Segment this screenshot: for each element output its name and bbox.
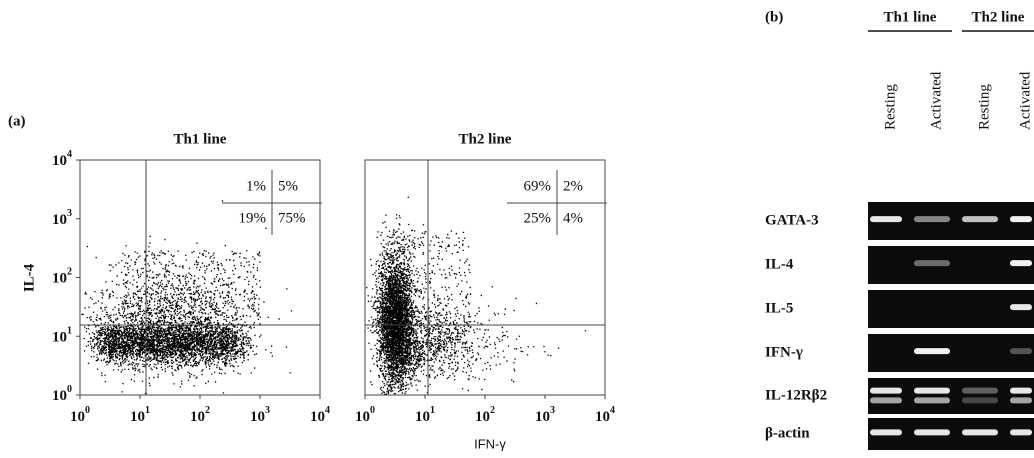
gel-band	[1010, 429, 1032, 436]
tick-exp: 2	[490, 405, 495, 416]
gel-strip	[868, 290, 1034, 328]
gel-band	[914, 387, 950, 394]
tick-exp: 3	[67, 208, 72, 219]
tick-label: 101	[130, 405, 150, 425]
gene-label: GATA-3	[765, 212, 819, 228]
tick-base: 10	[52, 388, 67, 404]
gene-label: IFN-γ	[765, 344, 803, 360]
tick-exp: 3	[265, 405, 270, 416]
gel-band	[914, 216, 950, 223]
tick-label: 101	[415, 405, 435, 425]
tick-base: 10	[595, 409, 610, 425]
tick-exp: 0	[67, 384, 72, 395]
gene-label: IL-5	[765, 300, 793, 316]
event-dots	[366, 196, 587, 395]
lane-label: Resting	[976, 84, 992, 130]
gel-band	[1010, 348, 1032, 355]
panel-label: (b)	[765, 9, 783, 25]
tick-exp: 0	[370, 405, 375, 416]
gene-label: IL-12Rβ2	[765, 387, 827, 403]
gel-band	[962, 429, 998, 436]
gel-band	[1010, 260, 1032, 267]
group-label: Th2 line	[972, 9, 1025, 25]
group-label: Th1 line	[884, 9, 937, 25]
quadrant-percent: 25%	[524, 210, 552, 226]
gel-band	[1010, 304, 1032, 311]
gel-band	[914, 348, 950, 355]
quadrant-percent: 1%	[246, 178, 266, 194]
tick-exp: 2	[67, 267, 72, 278]
tick-label: 104	[52, 149, 72, 169]
plot-title: Th2 line	[459, 131, 512, 147]
x-axis-label: IFN-γ	[474, 436, 506, 451]
tick-base: 10	[415, 409, 430, 425]
tick-base: 10	[52, 153, 67, 169]
quadrant-percent: 69%	[524, 178, 552, 194]
tick-base: 10	[475, 409, 490, 425]
tick-base: 10	[535, 409, 550, 425]
tick-label: 102	[190, 405, 210, 425]
gel-band	[962, 216, 998, 223]
gel-strip	[868, 334, 1034, 372]
tick-exp: 1	[145, 405, 150, 416]
tick-label: 102	[475, 405, 495, 425]
panel-label: (a)	[8, 113, 26, 129]
tick-base: 10	[310, 409, 325, 425]
quadrant-percent: 19%	[239, 210, 267, 226]
tick-exp: 3	[550, 405, 555, 416]
lane-label: Resting	[882, 84, 898, 130]
tick-exp: 4	[67, 149, 72, 160]
gel-band	[870, 387, 902, 394]
gel-band	[914, 429, 950, 436]
quadrant-percent: 2%	[563, 178, 583, 194]
lane-label: Activated	[1017, 71, 1033, 130]
gel-band	[914, 397, 950, 404]
tick-exp: 1	[430, 405, 435, 416]
gel-strip	[868, 378, 1034, 414]
tick-label: 100	[355, 405, 375, 425]
quadrant-percent: 4%	[563, 210, 583, 226]
gel-band	[1010, 216, 1032, 223]
gel-band	[1010, 397, 1032, 404]
gel-strip	[868, 246, 1034, 284]
tick-label: 102	[52, 267, 72, 287]
tick-label: 103	[535, 405, 555, 425]
tick-exp: 2	[205, 405, 210, 416]
tick-base: 10	[355, 409, 370, 425]
gel-band	[870, 397, 902, 404]
tick-label: 101	[52, 326, 72, 346]
gel-band	[914, 260, 950, 267]
quadrant-percent: 5%	[278, 178, 298, 194]
tick-base: 10	[52, 330, 67, 346]
tick-label: 100	[52, 384, 72, 404]
gene-label: β-actin	[765, 425, 810, 441]
tick-exp: 4	[610, 405, 615, 416]
gel-band	[962, 387, 998, 394]
tick-exp: 0	[85, 405, 90, 416]
tick-label: 103	[250, 405, 270, 425]
gene-label: IL-4	[765, 256, 794, 272]
gel-band	[870, 429, 902, 436]
tick-exp: 1	[67, 326, 72, 337]
tick-base: 10	[70, 409, 85, 425]
tick-exp: 4	[325, 405, 330, 416]
gel-band	[1010, 387, 1032, 394]
tick-base: 10	[52, 212, 67, 228]
tick-base: 10	[52, 271, 67, 287]
tick-base: 10	[130, 409, 145, 425]
tick-label: 100	[70, 405, 90, 425]
plot-title: Th1 line	[174, 131, 227, 147]
y-axis-label: IL-4	[21, 263, 37, 292]
tick-label: 104	[310, 405, 330, 425]
gel-band	[870, 216, 902, 223]
quadrant-percent: 75%	[278, 210, 306, 226]
event-dots	[81, 200, 293, 395]
gel-band	[962, 397, 998, 404]
tick-base: 10	[190, 409, 205, 425]
lane-label: Activated	[928, 71, 944, 130]
tick-label: 103	[52, 208, 72, 228]
tick-base: 10	[250, 409, 265, 425]
tick-label: 104	[595, 405, 615, 425]
